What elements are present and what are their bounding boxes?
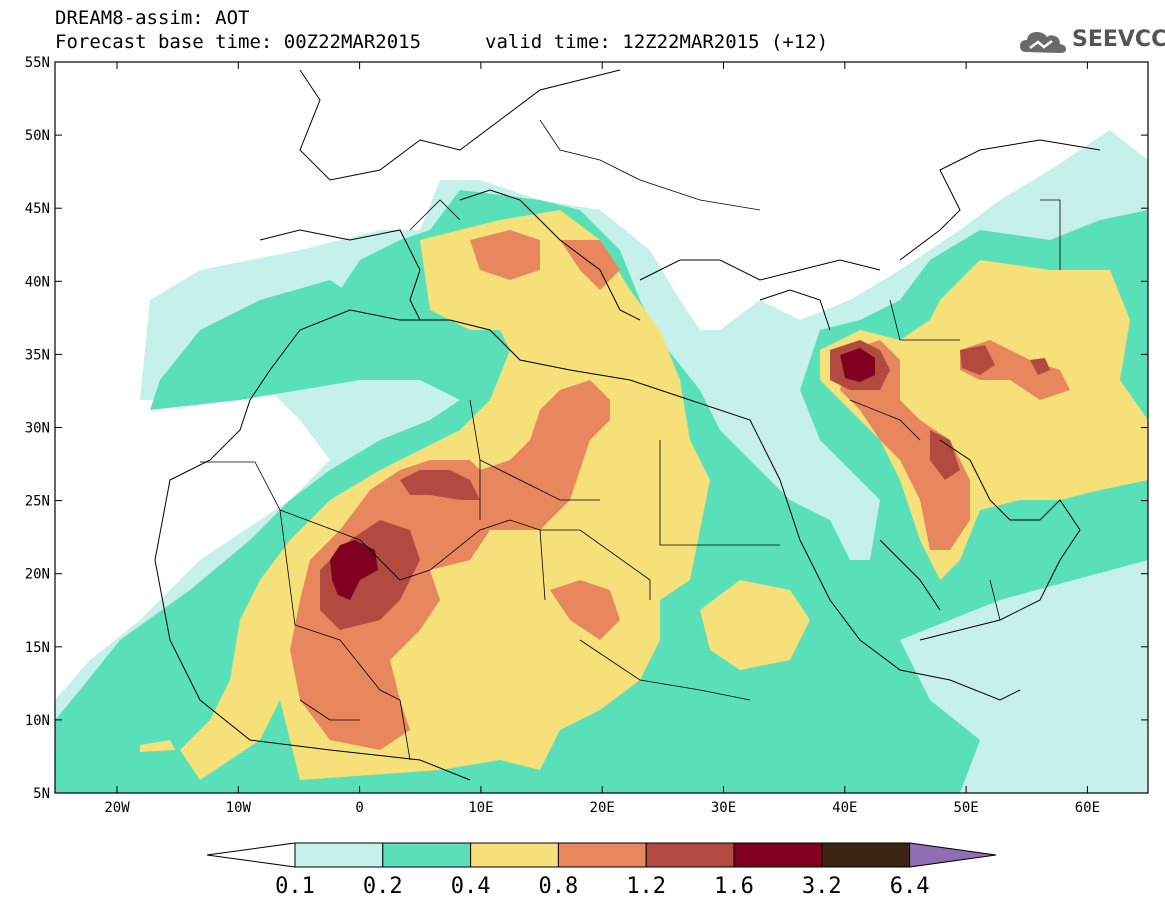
colorbar-label: 0.2 <box>363 874 403 899</box>
colorbar-label: 6.4 <box>890 874 930 899</box>
title-forecast-base-time: Forecast base time: 00Z22MAR2015 <box>55 31 422 53</box>
lat-label: 45N <box>25 201 50 217</box>
longitude-axis: 20W 10W 0 10E 20E 30E 40E 50E 60E <box>104 62 1100 816</box>
lon-label: 30E <box>711 800 736 816</box>
lon-label: 0 <box>355 800 363 816</box>
lon-label: 10E <box>468 800 493 816</box>
lon-label: 50E <box>953 800 978 816</box>
lat-label: 20N <box>25 567 50 583</box>
lat-label: 15N <box>25 640 50 656</box>
colorbar-under-triangle <box>206 842 296 868</box>
lat-label: 40N <box>25 274 50 290</box>
colorbar-bin <box>294 842 384 868</box>
colorbar-label: 1.6 <box>714 874 754 899</box>
lon-label: 20W <box>104 800 130 816</box>
colorbar-bin <box>557 842 647 868</box>
lon-label: 40E <box>832 800 857 816</box>
title-line-1: DREAM8-assim: AOT <box>55 7 250 29</box>
colorbar-label: 0.1 <box>275 874 315 899</box>
latitude-axis: 55N 50N 45N 40N 35N 30N 25N 20N 15N 10N 5N <box>25 55 1148 802</box>
lon-label: 10W <box>226 800 252 816</box>
colorbar-bin <box>470 842 559 868</box>
colorbar-bin <box>821 842 911 868</box>
colorbar-label: 0.4 <box>451 874 491 899</box>
lon-label: 20E <box>590 800 615 816</box>
logo-text: SEEVCCC <box>1072 27 1165 52</box>
colorbar-over-triangle <box>909 842 997 868</box>
country-borders <box>200 119 1061 761</box>
aot-level-1.6 <box>330 348 875 600</box>
lat-label: 25N <box>25 494 50 510</box>
lon-label: 60E <box>1075 800 1100 816</box>
colorbar-label: 1.2 <box>626 874 666 899</box>
lat-label: 10N <box>25 713 50 729</box>
lat-label: 55N <box>25 55 50 71</box>
colorbar-label: 0.8 <box>539 874 579 899</box>
title-valid-time: valid time: 12Z22MAR2015 (+12) <box>485 31 829 53</box>
aot-field <box>55 62 1148 793</box>
colorbar-bin <box>382 842 472 868</box>
lat-label: 35N <box>25 347 50 363</box>
colorbar-bin <box>733 842 823 868</box>
colorbar-bin <box>645 842 735 868</box>
lat-label: 5N <box>33 786 50 802</box>
lat-label: 50N <box>25 128 50 144</box>
cloud-icon <box>1020 32 1066 53</box>
colorbar-label: 3.2 <box>802 874 842 899</box>
colorbar: 0.1 0.2 0.4 0.8 1.2 1.6 3.2 6.4 <box>206 842 997 899</box>
coastlines <box>154 69 1101 781</box>
lat-label: 30N <box>25 421 50 437</box>
